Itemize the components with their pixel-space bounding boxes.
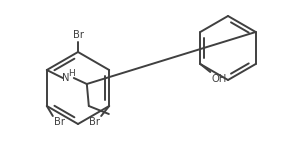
Text: Br: Br — [73, 30, 83, 40]
Text: Br: Br — [54, 117, 65, 127]
Text: OH: OH — [211, 74, 227, 84]
Text: Br: Br — [89, 117, 100, 127]
Text: H: H — [68, 69, 75, 78]
Text: N: N — [62, 73, 70, 83]
